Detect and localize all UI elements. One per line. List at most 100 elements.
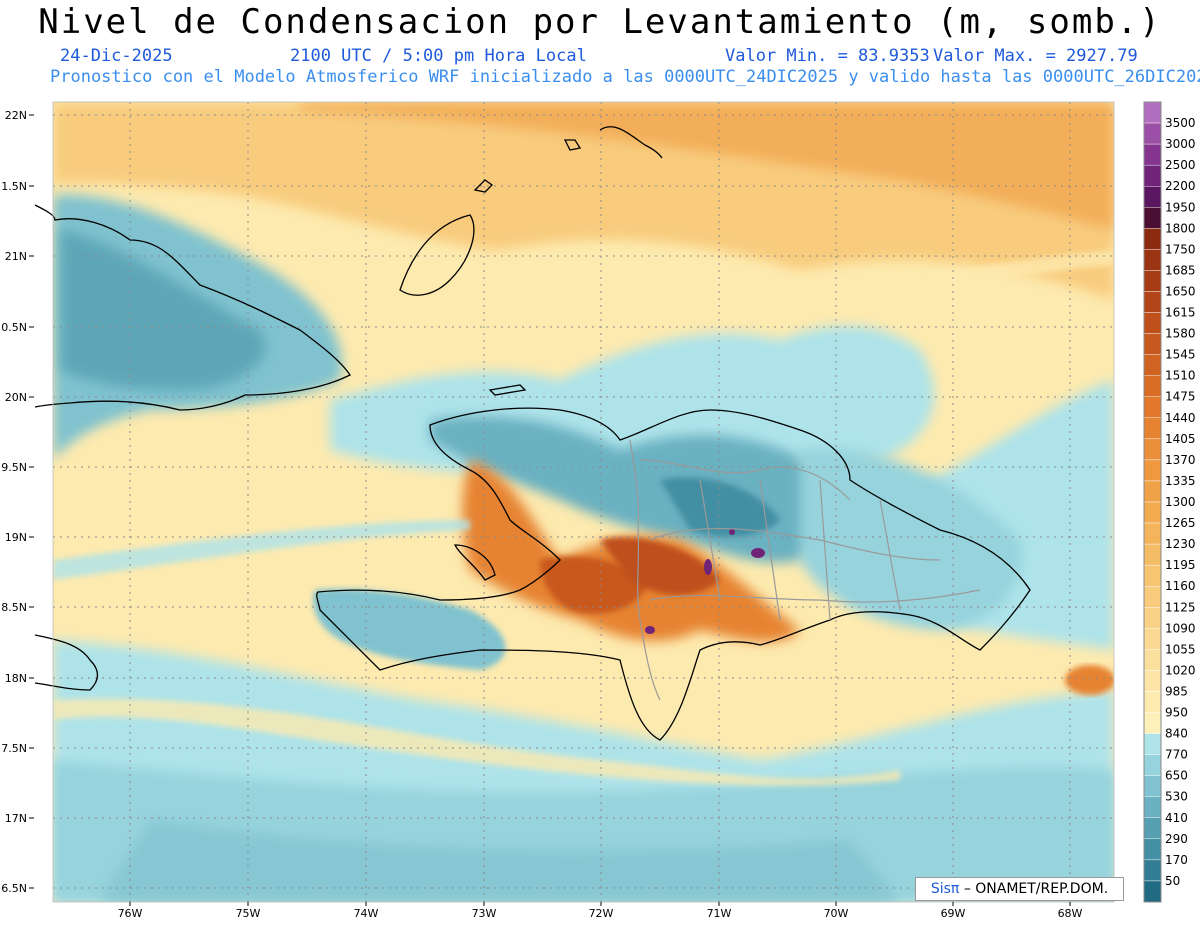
colorbar-legend: 3500 3000 2500 2200 1950 1800 1750 1685 1650 1615… <box>1143 101 1196 903</box>
legend-swatch <box>1143 564 1162 587</box>
legend-swatch <box>1143 459 1162 482</box>
forecast-time: 2100 UTC / 5:00 pm Hora Local <box>290 46 587 66</box>
legend-swatch <box>1143 186 1162 208</box>
legend-label: 985 <box>1165 684 1188 698</box>
legend-swatch <box>1143 480 1162 503</box>
legend-label: 3000 <box>1165 137 1196 151</box>
legend-label: 1615 <box>1165 306 1196 320</box>
lon-ticks <box>129 902 1071 906</box>
legend-swatch <box>1143 796 1162 818</box>
legend-swatch <box>1143 670 1162 692</box>
longitude-labels: 76W 75W 74W 73W 72W 71W 70W 69W 68W <box>118 907 1083 920</box>
legend-label: 650 <box>1165 769 1188 783</box>
lat-label: 8.5N <box>1 601 27 614</box>
lat-ticks <box>29 114 34 889</box>
lon-label: 74W <box>354 907 379 920</box>
map-title: Nivel de Condensacion por Levantamiento … <box>38 2 1162 42</box>
lon-label: 71W <box>707 907 732 920</box>
legend-swatch <box>1143 207 1162 229</box>
legend-swatch <box>1143 122 1162 145</box>
legend-label: 1650 <box>1165 284 1196 298</box>
lon-label: 72W <box>589 907 614 920</box>
lat-label: 20N <box>5 391 27 404</box>
lat-label: 17N <box>5 812 27 825</box>
legend-label: 1440 <box>1165 411 1196 425</box>
legend-label: 1300 <box>1165 495 1196 509</box>
forecast-date: 24-Dic-2025 <box>60 46 173 66</box>
legend-label: 1090 <box>1165 621 1196 635</box>
legend-label: 770 <box>1165 748 1188 762</box>
legend-label: 1750 <box>1165 242 1196 256</box>
legend-label: 50 <box>1165 874 1180 888</box>
legend-frame <box>1143 101 1162 903</box>
legend-swatch <box>1143 228 1162 250</box>
legend-label: 1510 <box>1165 369 1196 383</box>
legend-swatch <box>1143 733 1162 755</box>
legend-swatch <box>1143 649 1162 671</box>
sispi-logo: Sisπ <box>930 881 960 897</box>
legend-swatch <box>1143 291 1162 313</box>
contour-field <box>53 102 1114 902</box>
lat-label: 21N <box>5 250 27 263</box>
legend-swatch <box>1143 586 1162 608</box>
legend-swatch <box>1143 859 1162 882</box>
legend-swatch <box>1143 543 1162 566</box>
legend-swatch <box>1143 817 1162 840</box>
lon-label: 75W <box>236 907 261 920</box>
legend-label: 1230 <box>1165 537 1196 551</box>
latitude-labels: 22N 1.5N 21N 0.5N 20N 9.5N 19N 8.5N 18N … <box>1 109 27 895</box>
legend-swatch <box>1143 628 1162 650</box>
legend-swatch <box>1143 101 1162 124</box>
legend-label: 1800 <box>1165 221 1196 235</box>
lat-label: 18N <box>5 672 27 685</box>
model-info: Pronostico con el Modelo Atmosferico WRF… <box>50 67 1200 87</box>
legend-swatch <box>1143 164 1162 187</box>
legend-swatch <box>1143 607 1162 629</box>
legend-swatch <box>1143 249 1162 271</box>
lat-label: 6.5N <box>1 882 27 895</box>
legend-label: 1545 <box>1165 348 1196 362</box>
legend-swatch <box>1143 838 1162 861</box>
legend-label: 410 <box>1165 811 1188 825</box>
legend-label: 2500 <box>1165 158 1196 172</box>
legend-label: 1055 <box>1165 642 1196 656</box>
legend-label: 1335 <box>1165 474 1196 488</box>
legend-swatch <box>1143 438 1162 461</box>
legend-label: 3500 <box>1165 116 1196 130</box>
legend-label: 1685 <box>1165 263 1196 277</box>
legend-label: 1160 <box>1165 579 1196 593</box>
legend-label: 1405 <box>1165 432 1196 446</box>
legend-swatch <box>1143 375 1162 397</box>
legend-label: 1475 <box>1165 390 1196 404</box>
legend-label: 1370 <box>1165 453 1196 467</box>
lon-label: 76W <box>118 907 143 920</box>
legend-swatch <box>1143 396 1162 418</box>
legend-swatch <box>1143 691 1162 713</box>
legend-label: 290 <box>1165 832 1188 846</box>
lon-label: 70W <box>824 907 849 920</box>
legend-label: 1195 <box>1165 558 1196 572</box>
legend-swatch <box>1143 754 1162 776</box>
legend-label: 2200 <box>1165 179 1196 193</box>
legend-label: 1580 <box>1165 327 1196 341</box>
max-value: Valor Max. = 2927.79 <box>933 46 1138 66</box>
legend-label: 1265 <box>1165 516 1196 530</box>
legend-label: 1950 <box>1165 200 1196 214</box>
legend-label: 1125 <box>1165 600 1196 614</box>
admin-borders <box>629 439 981 701</box>
watermark: Sisπ – ONAMET/REP.DOM. <box>915 877 1124 901</box>
legend-label: 840 <box>1165 727 1188 741</box>
legend-swatch <box>1143 143 1162 166</box>
lat-label: 9.5N <box>1 461 27 474</box>
legend-swatch <box>1143 312 1162 334</box>
lcl-map: 22N 1.5N 21N 0.5N 20N 9.5N 19N 8.5N 18N … <box>1 101 1196 920</box>
legend-swatch <box>1143 270 1162 292</box>
watermark-org: – ONAMET/REP.DOM. <box>963 881 1109 897</box>
legend-swatch <box>1143 775 1162 797</box>
lat-label: 22N <box>5 109 27 122</box>
legend-label: 950 <box>1165 706 1188 720</box>
legend-swatch <box>1143 417 1162 440</box>
lat-label: 19N <box>5 531 27 544</box>
legend-swatch <box>1143 522 1162 545</box>
legend-swatch <box>1143 501 1162 524</box>
